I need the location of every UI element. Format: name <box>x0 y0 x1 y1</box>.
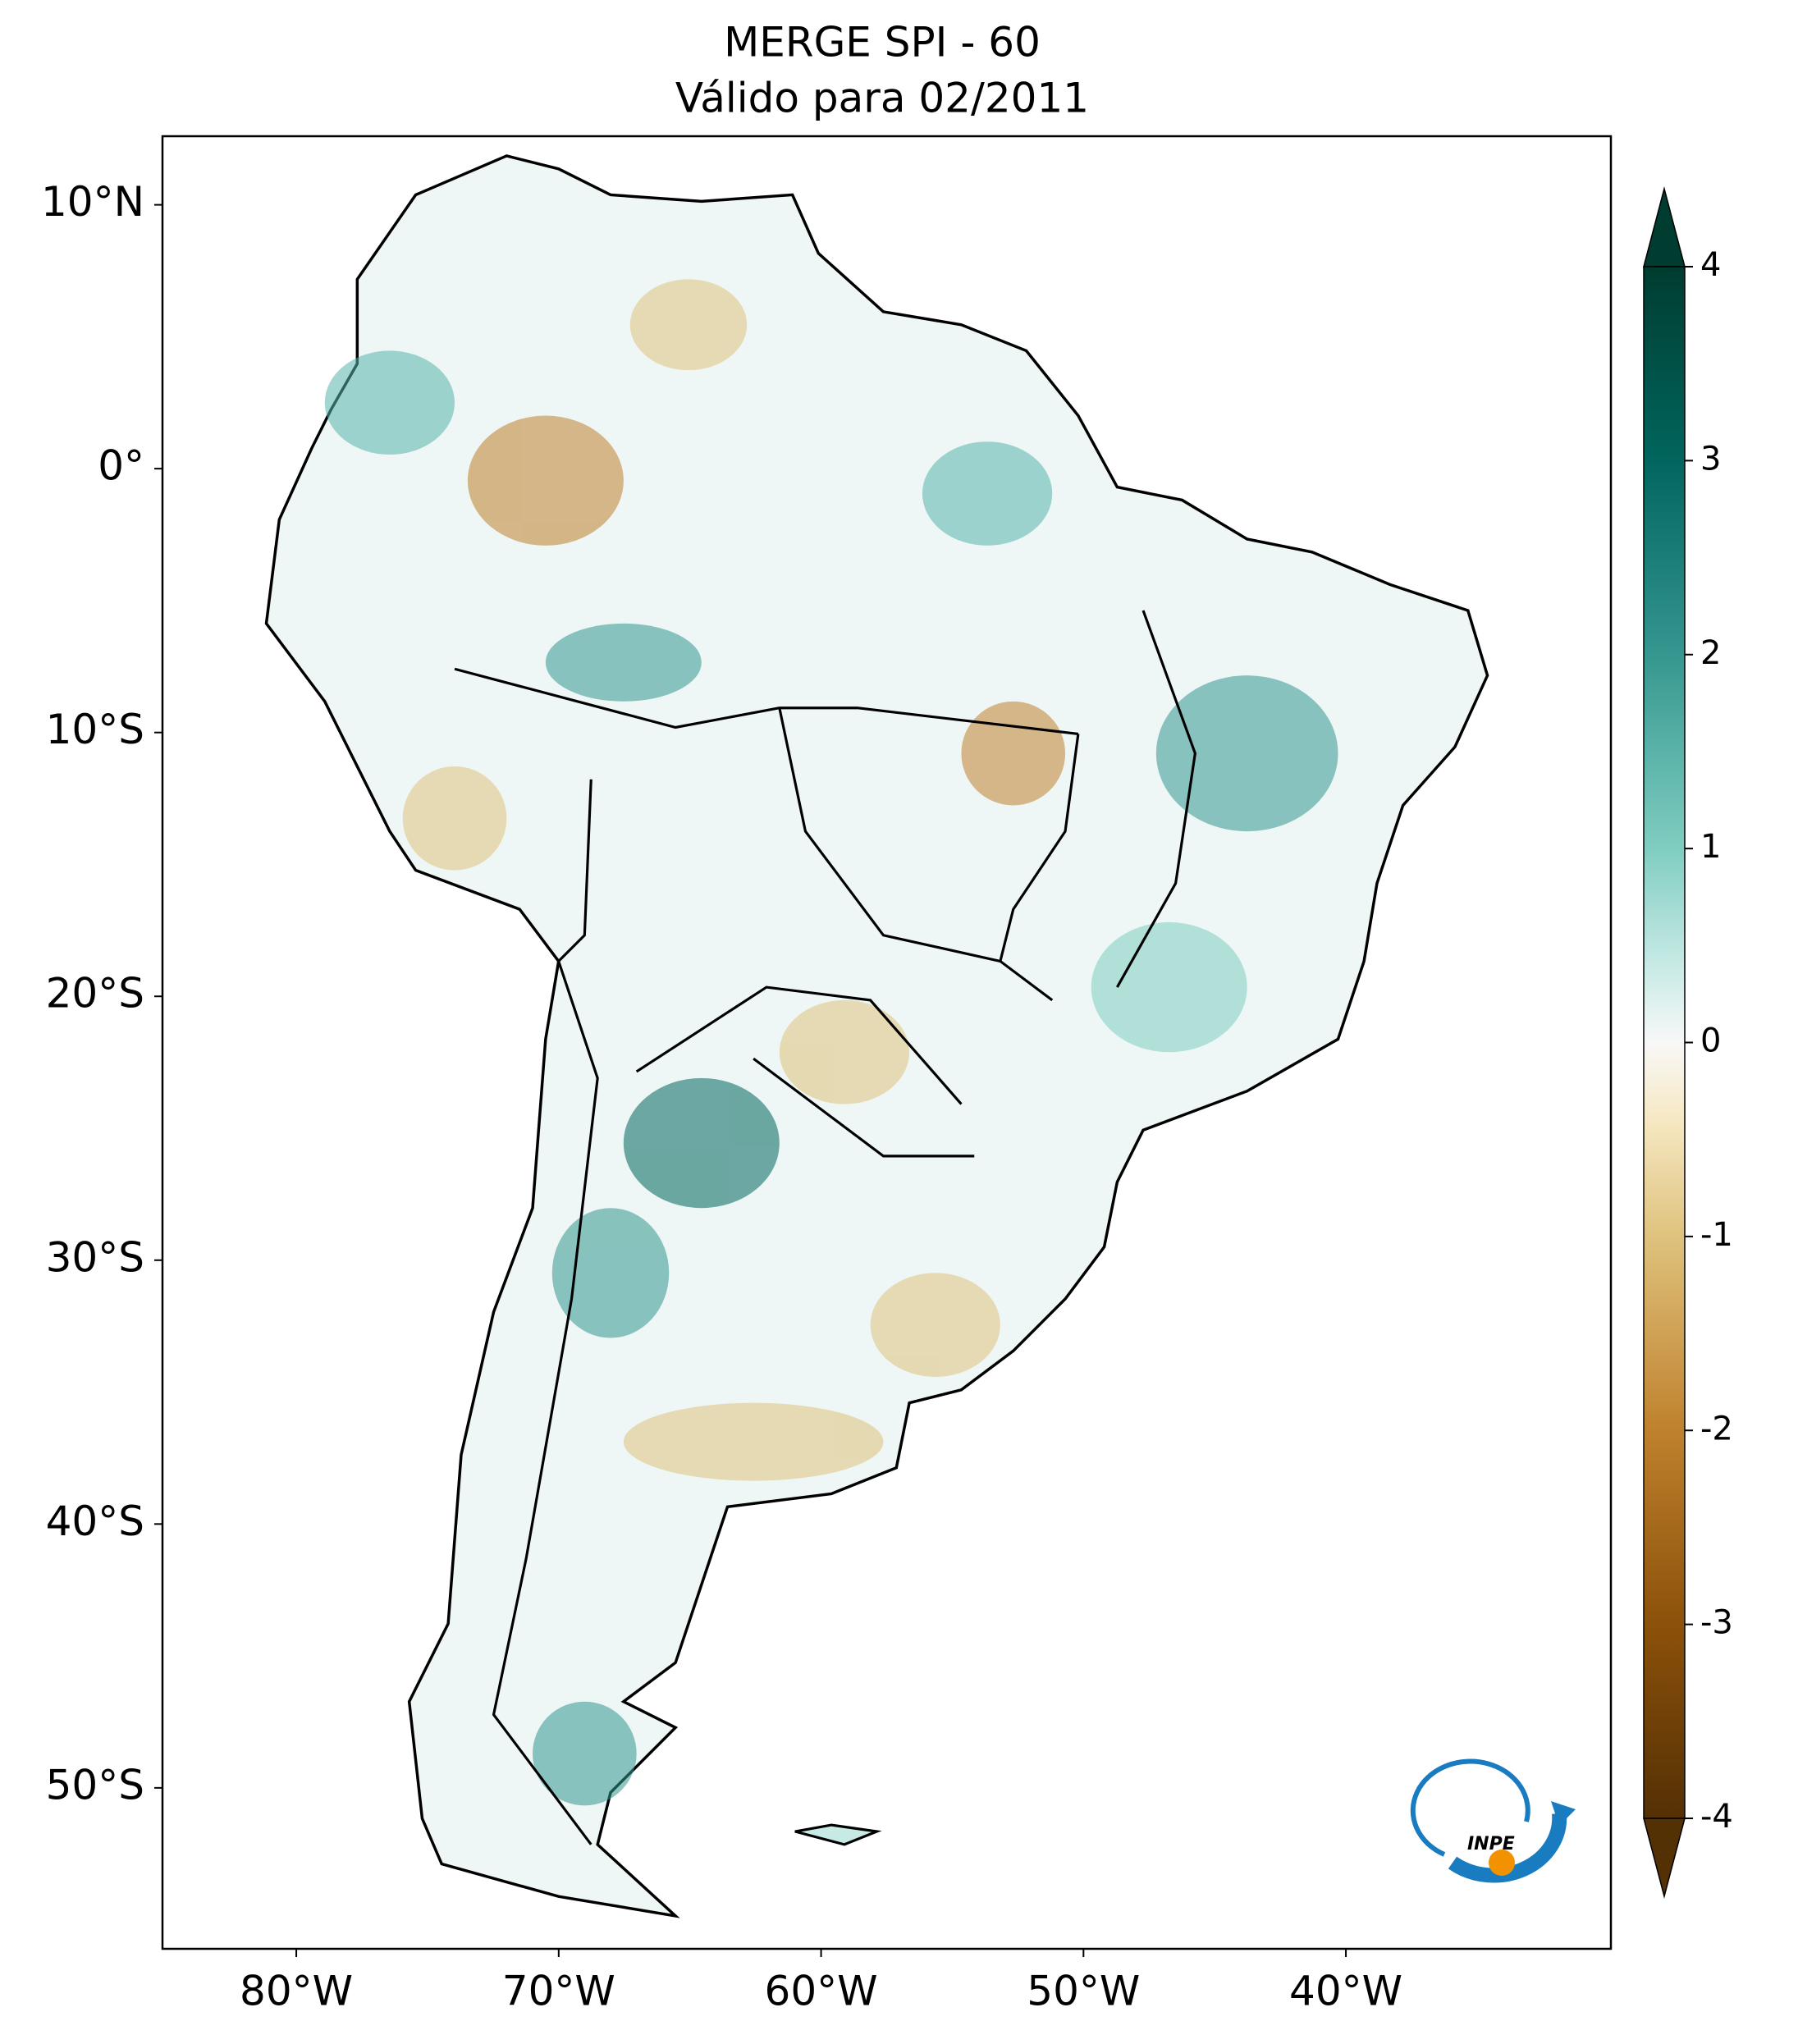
lat-tick-label: 10°N <box>41 178 144 226</box>
continent <box>264 154 1489 1918</box>
lat-tick-label: 50°S <box>46 1761 144 1809</box>
map-frame <box>161 135 1613 1950</box>
lat-tick-label: 10°S <box>46 706 144 753</box>
lon-tick-label: 60°W <box>765 1968 878 2015</box>
title: MERGE SPI - 60 <box>724 19 1041 66</box>
map-area <box>264 154 1489 1918</box>
lat-tick-label: 0° <box>98 442 144 490</box>
lon-tick-label: 80°W <box>240 1968 353 2015</box>
colorbar-tick-label: 4 <box>1700 246 1721 284</box>
lon-tick-label: 40°W <box>1289 1968 1402 2015</box>
lat-tick-label: 40°S <box>46 1498 144 1545</box>
colorbar-tick-label: -3 <box>1700 1604 1733 1642</box>
colorbar-tick-label: 2 <box>1700 634 1721 672</box>
colorbar-tick-label: 3 <box>1700 440 1721 478</box>
inpe-logo: INPE <box>1410 1758 1576 1883</box>
colorbar <box>1643 186 1686 1899</box>
logo-text: INPE <box>1467 1834 1515 1854</box>
colorbar-tick-label: -4 <box>1700 1798 1733 1836</box>
lon-tick-label: 70°W <box>502 1968 615 2015</box>
subtitle: Válido para 02/2011 <box>675 75 1089 122</box>
colorbar-tick-label: -2 <box>1700 1410 1733 1447</box>
colorbar-tick-label: -1 <box>1700 1216 1733 1254</box>
colorbar-tick-label: 0 <box>1700 1022 1721 1060</box>
lon-tick-label: 50°W <box>1027 1968 1140 2015</box>
colorbar-tick-label: 1 <box>1700 828 1721 866</box>
lat-tick-label: 30°S <box>46 1233 144 1281</box>
lat-tick-label: 20°S <box>46 970 144 1017</box>
